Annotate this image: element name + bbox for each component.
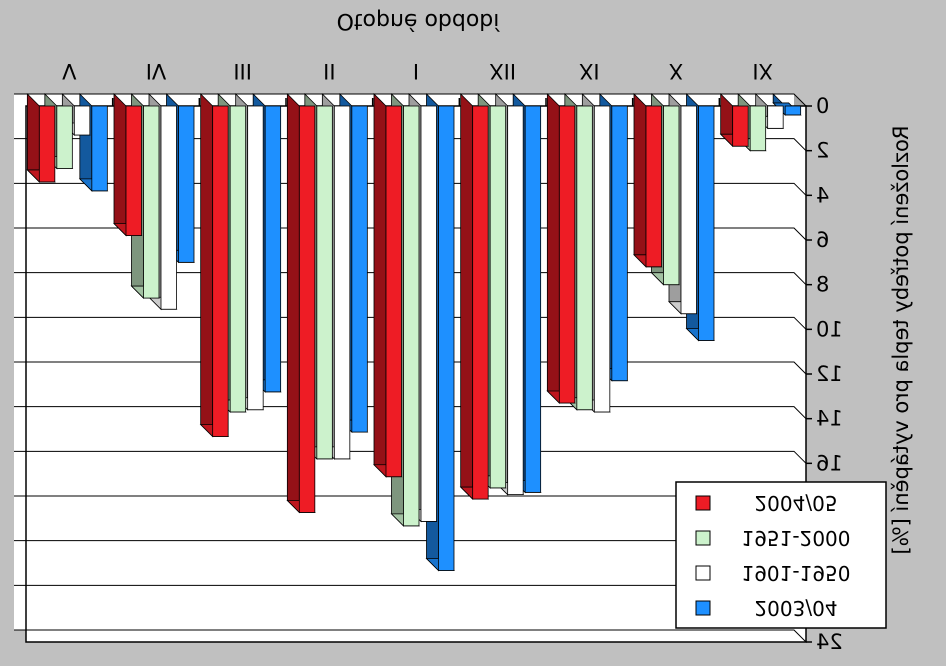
- legend-label: 2003/04: [754, 596, 837, 620]
- x-tick-label: IX: [752, 59, 773, 83]
- x-tick-label: V: [62, 59, 77, 83]
- y-tick-label: 14: [816, 407, 843, 431]
- legend-item: 2003/04: [695, 596, 838, 620]
- y-tick-label: 16: [816, 451, 843, 475]
- y-tick-label: 4: [816, 183, 829, 207]
- bar: [719, 93, 750, 148]
- x-tick-label: I: [413, 59, 419, 83]
- x-tick-label: XI: [579, 59, 600, 83]
- bar: [286, 93, 316, 514]
- legend-item: 1951-2000: [695, 526, 851, 550]
- bar: [633, 93, 663, 268]
- bar: [26, 93, 56, 183]
- y-tick-label: 0: [816, 94, 829, 118]
- y-tick-label: 6: [816, 228, 829, 252]
- gridline: [14, 93, 807, 107]
- legend-item: 2004/05: [695, 491, 838, 515]
- y-tick-label: 10: [816, 317, 843, 341]
- bar: [459, 93, 490, 501]
- y-axis-label: Rozložení potřeby tepla pro vytápění [%]: [889, 125, 913, 554]
- bar: [546, 93, 576, 404]
- y-tick-label: 8: [816, 273, 829, 297]
- legend-label: 1951-2000: [741, 526, 850, 550]
- bar: [373, 93, 403, 478]
- gridline: [14, 629, 807, 643]
- y-tick-label: 2: [816, 139, 829, 163]
- legend: 2004/05 1951-2000 1901-1950 2003/04: [675, 481, 887, 629]
- x-tick-label: XII: [489, 59, 516, 83]
- y-tick-label: 12: [816, 362, 843, 386]
- bar: [113, 93, 143, 237]
- gridline: [14, 450, 807, 464]
- chart-title: Otopné období: [337, 8, 501, 33]
- x-tick-label: II: [323, 59, 335, 83]
- y-tick-label: 24: [816, 630, 843, 654]
- x-tick-label: IV: [146, 59, 167, 83]
- legend-label: 2004/05: [754, 491, 837, 515]
- gridline: [14, 406, 807, 420]
- x-tick-label: III: [233, 59, 252, 83]
- bar: [199, 93, 230, 438]
- x-tick-label: X: [669, 59, 683, 83]
- legend-label: 1901-1950: [741, 561, 850, 585]
- legend-item: 1901-1950: [695, 561, 851, 585]
